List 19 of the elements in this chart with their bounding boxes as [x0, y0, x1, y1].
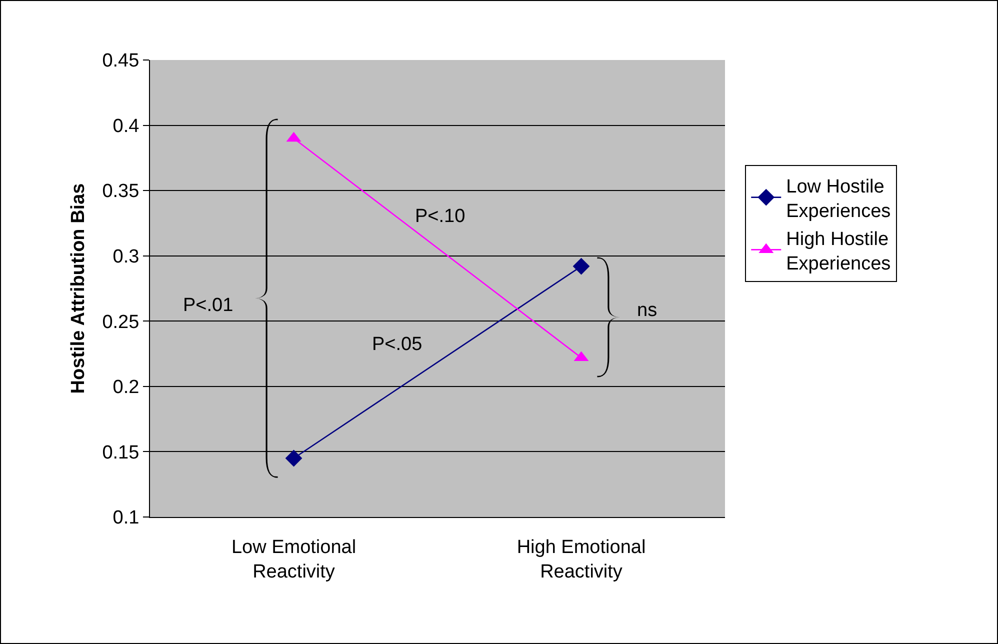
annotation: P<.01 [183, 295, 234, 316]
annotation: P<.10 [415, 206, 466, 227]
y-tick-label: 0.1 [112, 508, 140, 529]
annotation: ns [637, 300, 658, 321]
legend-label: High Hostile Experiences [786, 228, 891, 274]
y-tick-label: 0.2 [112, 377, 140, 398]
y-tick-label: 0.15 [102, 442, 140, 464]
y-tick-label: 0.3 [112, 246, 140, 268]
y-tick-label: 0.4 [112, 116, 140, 137]
annotation: P<.05 [372, 334, 422, 355]
y-tick-label: 0.45 [102, 50, 140, 72]
y-tick-label: 0.35 [102, 181, 140, 202]
x-tick-label: Low Emotional Reactivity [231, 536, 356, 582]
point [572, 258, 590, 275]
legend-label: Low Hostile Experiences [786, 176, 891, 222]
y-axis-title: Hostile Attribution Bias [68, 183, 90, 394]
x-tick-label: High Emotional Reactivity [516, 536, 646, 582]
point [285, 450, 302, 467]
y-tick-label: 0.25 [102, 312, 140, 333]
